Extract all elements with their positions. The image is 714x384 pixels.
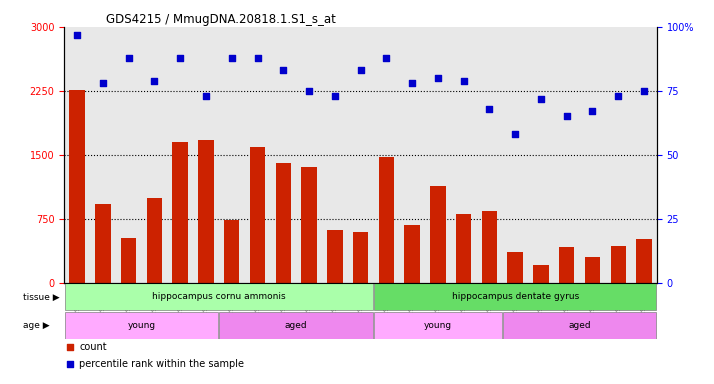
- Point: [71, 31, 83, 38]
- Bar: [378, 157, 394, 283]
- Point: [355, 67, 366, 73]
- Bar: [327, 230, 343, 283]
- Bar: [503, 311, 656, 339]
- Point: [613, 93, 624, 99]
- Bar: [636, 238, 652, 283]
- Point: [64, 361, 76, 367]
- Bar: [374, 311, 502, 339]
- Point: [278, 67, 289, 73]
- Bar: [482, 211, 497, 283]
- Point: [329, 93, 341, 99]
- Bar: [404, 225, 420, 283]
- Point: [149, 78, 160, 84]
- Text: aged: aged: [285, 321, 308, 329]
- Text: young: young: [128, 321, 156, 329]
- Text: aged: aged: [568, 321, 591, 329]
- Point: [97, 80, 109, 86]
- Bar: [69, 90, 85, 283]
- Point: [252, 55, 263, 61]
- Point: [200, 93, 211, 99]
- Point: [174, 55, 186, 61]
- Bar: [585, 257, 600, 283]
- Bar: [276, 164, 291, 283]
- Text: hippocampus dentate gyrus: hippocampus dentate gyrus: [451, 293, 579, 301]
- Bar: [508, 252, 523, 283]
- Bar: [301, 167, 317, 283]
- Text: tissue ▶: tissue ▶: [23, 293, 59, 301]
- Bar: [146, 197, 162, 283]
- Text: percentile rank within the sample: percentile rank within the sample: [79, 359, 244, 369]
- Point: [536, 96, 547, 102]
- Text: count: count: [79, 341, 106, 351]
- Text: young: young: [424, 321, 452, 329]
- Bar: [65, 283, 373, 311]
- Text: age ▶: age ▶: [23, 321, 49, 329]
- Point: [638, 88, 650, 94]
- Point: [510, 131, 521, 137]
- Bar: [219, 311, 373, 339]
- Bar: [173, 142, 188, 283]
- Point: [381, 55, 392, 61]
- Bar: [224, 220, 239, 283]
- Point: [226, 55, 238, 61]
- Bar: [610, 246, 626, 283]
- Bar: [65, 311, 218, 339]
- Point: [123, 55, 134, 61]
- Bar: [353, 232, 368, 283]
- Bar: [533, 265, 548, 283]
- Bar: [559, 247, 575, 283]
- Bar: [430, 187, 446, 283]
- Point: [406, 80, 418, 86]
- Bar: [121, 238, 136, 283]
- Point: [483, 106, 495, 112]
- Text: GDS4215 / MmugDNA.20818.1.S1_s_at: GDS4215 / MmugDNA.20818.1.S1_s_at: [106, 13, 336, 26]
- Point: [303, 88, 315, 94]
- Bar: [456, 214, 471, 283]
- Point: [64, 343, 76, 349]
- Bar: [374, 283, 656, 311]
- Text: hippocampus cornu ammonis: hippocampus cornu ammonis: [152, 293, 286, 301]
- Bar: [250, 147, 265, 283]
- Point: [587, 108, 598, 114]
- Bar: [95, 204, 111, 283]
- Bar: [198, 141, 213, 283]
- Point: [458, 78, 469, 84]
- Point: [432, 75, 443, 81]
- Point: [561, 113, 573, 119]
